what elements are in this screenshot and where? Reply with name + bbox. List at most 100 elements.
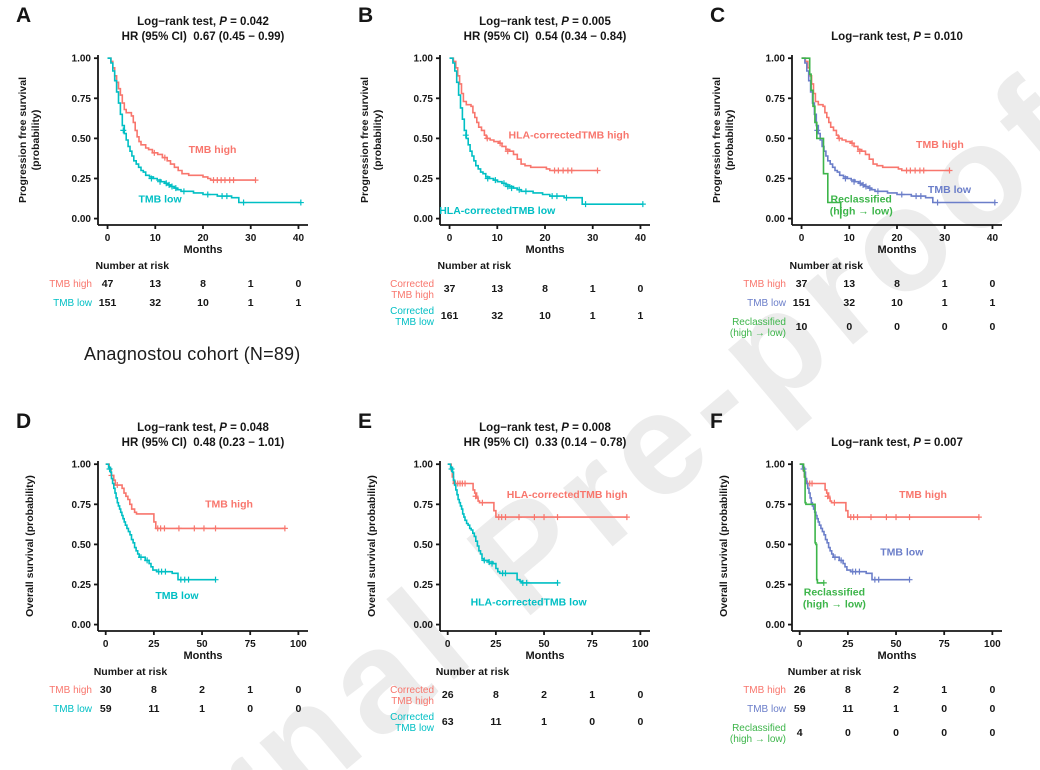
x-tick-label: 0 <box>797 639 803 650</box>
risk-value: 10 <box>796 321 808 333</box>
censor-mark <box>504 148 511 155</box>
km-plot-d: 0.00 0.25 0.50 0.75 1.00 0 25 50 75 100 Overall su… <box>24 460 308 662</box>
risk-value: 8 <box>493 689 499 701</box>
censor-mark <box>522 188 529 195</box>
censor-mark <box>851 178 858 185</box>
title-text: HR (95% CI) 0.48 (0.23 − 1.01) <box>121 437 285 449</box>
y-tick-label: 0.75 <box>766 94 786 105</box>
risk-value: 1 <box>248 278 254 290</box>
censor-mark <box>553 193 560 200</box>
title-text: Log−rank test, <box>479 422 562 434</box>
risk-row-label: TMB high <box>49 685 92 696</box>
axes <box>436 461 650 635</box>
x-tick-label: 20 <box>197 233 209 244</box>
x-tick-label: 40 <box>987 233 999 244</box>
risk-row-label: TMB high <box>743 279 786 290</box>
censor-mark <box>191 525 198 532</box>
axes <box>94 461 308 635</box>
risk-value: 1 <box>296 297 302 309</box>
censor-mark <box>230 177 237 184</box>
x-axis-title: Months <box>877 650 916 662</box>
risk-row-label: TMB low <box>747 704 787 715</box>
risk-row-label: Corrected TMB low <box>390 306 435 328</box>
risk-value: 1 <box>248 297 254 309</box>
censor-mark <box>854 514 861 521</box>
panel-letter-b: B <box>358 4 374 27</box>
km-curve-salmon <box>447 463 627 518</box>
censor-mark <box>281 525 288 532</box>
series-label: HLA‑correctedTMB low <box>471 596 588 608</box>
panel-letter-a: A <box>16 4 32 27</box>
risk-value: 0 <box>637 689 643 701</box>
series-label-line: HLA‑correctedTMB low <box>471 596 588 608</box>
km-curve-teal <box>447 463 558 584</box>
y-tick-label: 0.25 <box>766 174 786 185</box>
y-tick-label: 0.50 <box>72 134 92 145</box>
series-label: TMB high <box>899 489 947 501</box>
y-tick-label: 0.00 <box>766 620 786 631</box>
risk-value: 2 <box>541 689 547 701</box>
y-axis-title: Progression free survival <box>711 77 723 203</box>
series-label-line: TMB high <box>899 489 947 501</box>
series-label: TMB high <box>916 139 964 151</box>
censor-mark <box>820 579 827 586</box>
censor-mark <box>831 499 838 506</box>
risk-row-label-line: TMB low <box>747 298 787 309</box>
censor-mark <box>200 525 207 532</box>
censor-mark <box>120 127 127 134</box>
risk-value: 0 <box>990 321 996 333</box>
risk-value: 0 <box>295 684 301 696</box>
y-axis-title: Overall survival (probability) <box>24 475 36 617</box>
risk-value: 0 <box>989 703 995 715</box>
risk-value: 0 <box>941 703 947 715</box>
x-tick-label: 75 <box>245 639 257 650</box>
y-tick-label: 1.00 <box>766 460 786 471</box>
censor-mark <box>185 576 192 583</box>
series-label: TMB high <box>205 499 253 511</box>
risk-value: 1 <box>589 689 595 701</box>
km-curve-salmon <box>799 463 979 518</box>
x-axis-title: Months <box>525 244 564 256</box>
risk-value: 63 <box>442 716 454 728</box>
y-tick-label: 0.50 <box>72 540 92 551</box>
x-tick-label: 30 <box>587 233 599 244</box>
censor-mark <box>172 185 179 192</box>
censor-mark <box>531 514 538 521</box>
risk-value: 11 <box>148 703 159 715</box>
cohort-label: Anagnostou cohort (N=89) <box>84 344 301 364</box>
y-tick-label: 1.00 <box>414 54 434 65</box>
risk-value: 13 <box>149 278 161 290</box>
km-plot-a: 0.00 0.25 0.50 0.75 1.00 0 10 20 30 40 Progression… <box>17 54 308 256</box>
risk-value: 1 <box>990 297 996 309</box>
series-label: HLA‑correctedTMB high <box>507 489 628 501</box>
series-label-line: TMB high <box>916 139 964 151</box>
series-label-line: TMB low <box>138 194 182 206</box>
risk-value: 0 <box>295 703 301 715</box>
risk-value: 4 <box>797 727 803 739</box>
x-axis-title: Months <box>525 650 564 662</box>
km-plot-b: 0.00 0.25 0.50 0.75 1.00 0 10 20 30 40 Progression… <box>359 54 650 256</box>
censor-mark <box>541 514 548 521</box>
risk-value: 10 <box>197 297 209 309</box>
series-label: Reclassified (high → low) <box>803 587 866 611</box>
censor-mark <box>497 140 504 147</box>
panel-b: B Log−rank test, P = 0.005 HR (95% CI) 0… <box>348 4 682 353</box>
panel-title-a: Log−rank test, P = 0.042 HR (95% CI) 0.6… <box>88 15 318 45</box>
logrank-stat-line: Log−rank test, P = 0.048 <box>88 421 318 436</box>
x-axis-title: Months <box>877 244 916 256</box>
risk-value: 1 <box>247 684 253 696</box>
km-curve-green <box>799 463 824 584</box>
risk-value: 1 <box>942 297 948 309</box>
y-tick-label: 0.00 <box>72 214 92 225</box>
y-tick-label: 0.25 <box>766 580 786 591</box>
series-label-line: HLA‑correctedTMB low <box>439 205 556 217</box>
censor-mark <box>856 568 863 575</box>
x-axis-title: Months <box>183 244 222 256</box>
y-tick-label: 0.25 <box>414 174 434 185</box>
censor-mark <box>917 193 924 200</box>
